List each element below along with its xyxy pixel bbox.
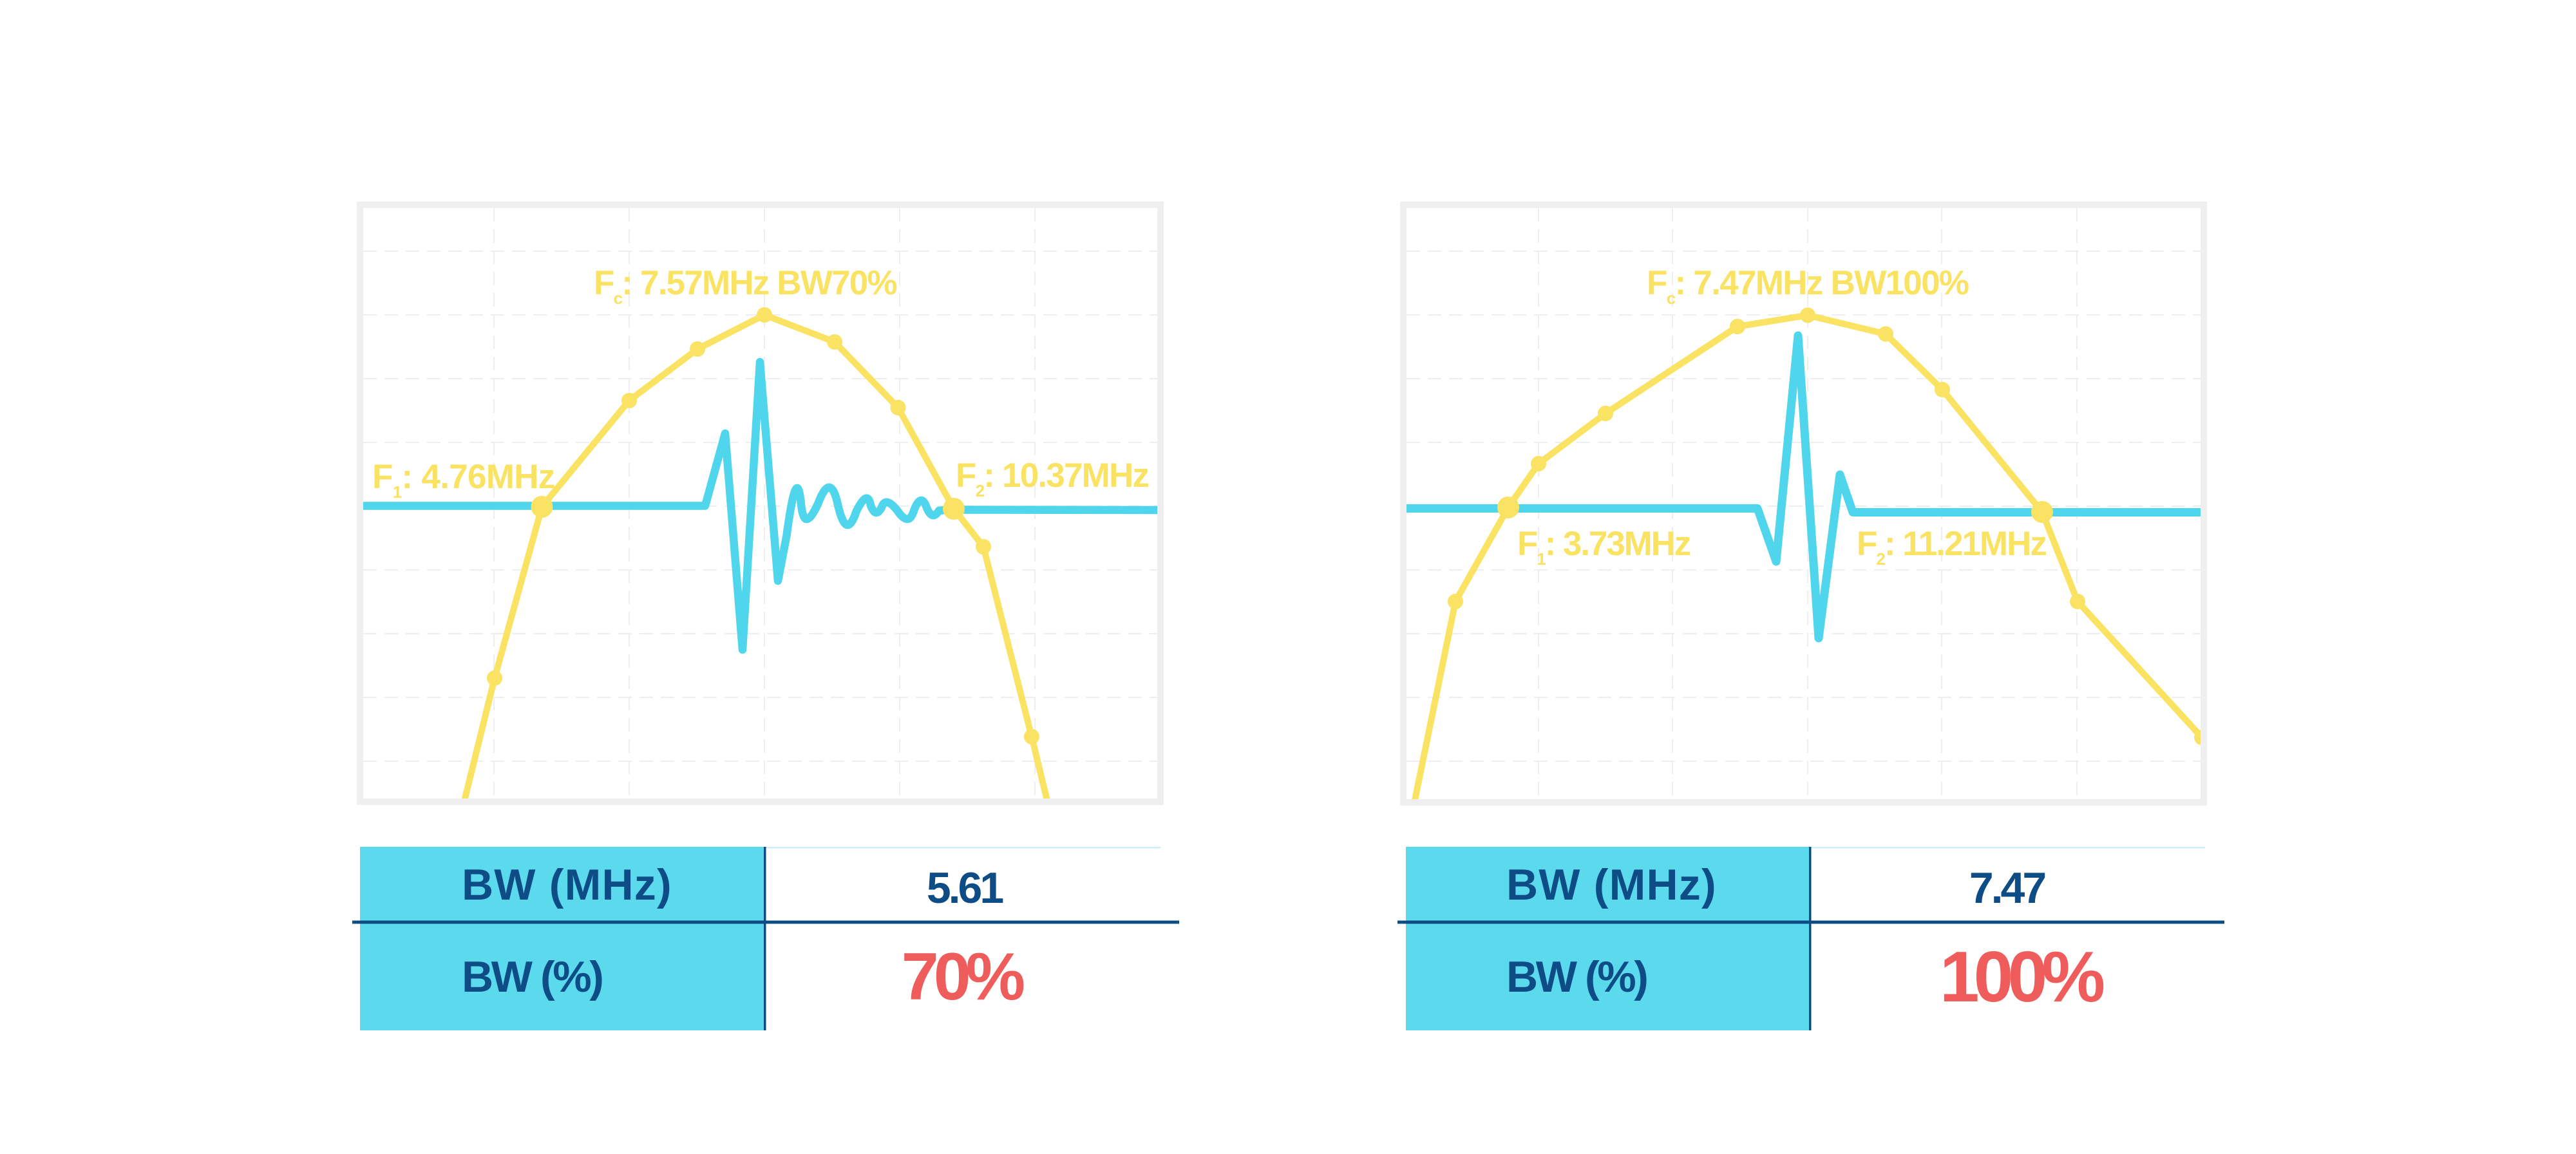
- svg-text:F2: 11.21MHz: F2: 11.21MHz: [1857, 525, 2046, 569]
- svg-text:Fc: 7.47MHz BW100%: Fc: 7.47MHz BW100%: [1647, 264, 1969, 308]
- svg-text:BW (%): BW (%): [462, 952, 602, 1001]
- svg-text:100%: 100%: [1940, 937, 2103, 1017]
- svg-text:BW (MHz): BW (MHz): [462, 860, 672, 909]
- svg-text:5.61: 5.61: [927, 864, 1003, 913]
- svg-text:70%: 70%: [902, 940, 1024, 1014]
- svg-text:F1: 3.73MHz: F1: 3.73MHz: [1517, 525, 1690, 569]
- svg-text:BW (%): BW (%): [1506, 952, 1647, 1001]
- svg-text:7.47: 7.47: [1969, 864, 2045, 913]
- svg-text:Fc: 7.57MHz BW70%: Fc: 7.57MHz BW70%: [594, 264, 896, 308]
- svg-text:F1: 4.76MHz: F1: 4.76MHz: [372, 458, 555, 502]
- svg-text:BW (MHz): BW (MHz): [1506, 860, 1717, 909]
- svg-text:F2: 10.37MHz: F2: 10.37MHz: [956, 457, 1148, 500]
